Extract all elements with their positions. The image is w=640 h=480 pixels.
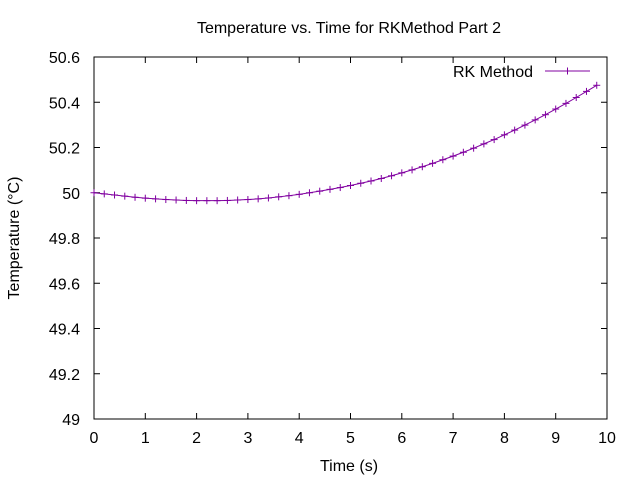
y-tick-label: 50: [62, 186, 80, 203]
data-point: [562, 99, 570, 107]
x-tick-label: 2: [192, 430, 201, 447]
x-tick-label: 4: [295, 430, 304, 447]
y-tick-label: 50.4: [49, 95, 80, 112]
data-point: [470, 144, 478, 152]
data-point: [367, 177, 375, 185]
legend-label: RK Method: [453, 64, 533, 81]
data-point: [100, 190, 108, 198]
data-point: [347, 182, 354, 190]
data-point: [357, 179, 365, 187]
x-ticks: 0 1 2 3 4 5 6 7 8 9 10: [90, 57, 616, 447]
chart-title: Temperature vs. Time for RKMethod Part 2: [197, 20, 501, 37]
data-point: [490, 136, 498, 144]
x-tick-label: 3: [243, 430, 252, 447]
data-point: [429, 159, 437, 167]
y-tick-label: 49.8: [49, 231, 80, 248]
y-tick-label: 50.6: [49, 50, 80, 67]
data-point: [398, 169, 406, 177]
y-tick-label: 49.2: [49, 367, 80, 384]
x-axis-label: Time (s): [320, 458, 378, 475]
data-point: [459, 148, 467, 156]
data-point: [295, 190, 303, 198]
data-point: [254, 195, 262, 203]
x-tick-label: 0: [90, 430, 99, 447]
y-tick-label: 50.2: [49, 141, 80, 158]
data-point: [172, 196, 180, 204]
data-point: [449, 152, 457, 160]
data-point: [182, 196, 190, 204]
data-point: [377, 174, 385, 182]
data-point: [223, 196, 231, 204]
data-point: [480, 140, 488, 148]
data-point: [193, 197, 201, 205]
data-point: [275, 193, 283, 201]
plot-frame: [93, 56, 608, 420]
data-point: [582, 87, 590, 95]
data-point: [500, 131, 508, 139]
data-point: [326, 185, 334, 193]
legend: RK Method: [453, 64, 590, 81]
data-point: [264, 194, 272, 202]
x-tick-label: 5: [346, 430, 355, 447]
data-point: [531, 116, 539, 124]
x-tick-label: 8: [500, 430, 509, 447]
data-point: [162, 196, 170, 204]
x-tick-label: 10: [598, 430, 616, 447]
data-point: [388, 172, 396, 180]
data-point: [316, 187, 324, 195]
x-tick-label: 6: [397, 430, 406, 447]
data-point: [121, 192, 129, 200]
y-tick-label: 49.6: [49, 276, 80, 293]
data-point: [141, 194, 149, 202]
y-tick-label: 49.4: [49, 322, 80, 339]
data-point: [521, 121, 529, 129]
data-point: [572, 93, 580, 101]
data-point: [418, 163, 426, 171]
series-group: [90, 81, 601, 205]
data-point: [213, 197, 221, 205]
data-point: [408, 166, 416, 174]
data-point: [90, 189, 98, 197]
data-point: [305, 189, 313, 197]
legend-marker: [564, 67, 571, 75]
x-tick-label: 9: [551, 430, 560, 447]
data-point: [111, 191, 119, 199]
data-point: [511, 126, 519, 134]
data-point: [541, 111, 549, 119]
data-point: [439, 156, 447, 164]
x-tick-label: 1: [141, 430, 150, 447]
data-point: [203, 197, 211, 205]
y-axis-label: Temperature (°C): [6, 177, 23, 300]
y-ticks: 49 49.2 49.4 49.6 49.8 50 50.2 50.4 50.6: [49, 50, 607, 429]
y-tick-label: 49: [62, 412, 80, 429]
data-point: [336, 184, 344, 192]
data-point: [234, 196, 242, 204]
x-tick-label: 7: [449, 430, 458, 447]
data-point: [152, 195, 160, 203]
data-point: [131, 193, 139, 201]
data-point: [244, 196, 252, 204]
data-point: [593, 81, 601, 89]
data-point: [285, 192, 293, 200]
series-line: [93, 84, 597, 202]
data-point: [552, 105, 560, 113]
